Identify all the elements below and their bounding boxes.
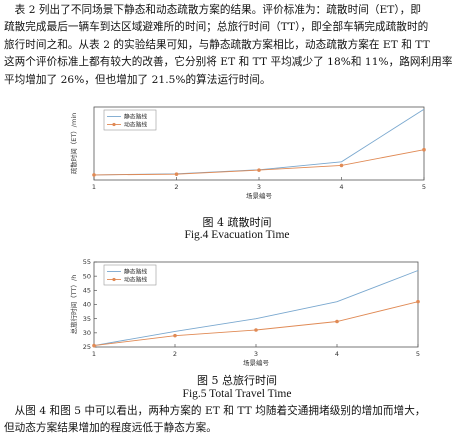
data-point [92,343,96,348]
paragraph-top: 表 2 列出了不同场景下静态和动态疏散方案的结果。评价标准为：疏散时间（ET），… [4,2,470,89]
x-axis-label: 场景编号 [243,358,270,367]
legend-box [103,109,157,131]
legend-marker [112,277,116,282]
x-tick-label: 1 [92,183,96,191]
data-point [422,147,426,152]
y-tick-label: 45 [83,287,91,295]
legend-box [103,264,157,286]
y-tick-label: 25 [83,343,91,351]
text-line: 表 2 列出了不同场景下静态和动态疏散方案的结果。评价标准为：疏散时间（ET），… [4,4,422,16]
x-tick-label: 2 [173,350,177,358]
legend-label: 静态路线 [124,268,147,276]
text-line: 但动态方案结果增加的程度远低于静态方案。 [4,422,217,435]
legend-label: 静态路线 [124,113,147,121]
x-tick-label: 4 [339,183,343,191]
x-tick-label: 3 [257,183,261,191]
x-tick-label: 1 [92,350,96,358]
data-point [257,168,261,172]
legend-label: 动态路线 [124,121,147,129]
figure5-caption-en: Fig.5 Total Travel Time [182,388,292,400]
y-axis-label: 疏散时间（ET）/min [69,113,78,175]
y-tick-label: 40 [83,301,91,309]
paragraph-bottom: 从图 4 和图 5 中可以看出，两种方案的 ET 和 TT 均随着交通拥堵级别的… [4,403,470,438]
data-point [174,172,179,176]
x-tick-label: 4 [335,350,339,358]
data-point [254,328,258,332]
data-point [335,319,339,324]
legend-marker [112,122,116,127]
series-line-dynamic [93,301,419,347]
figure4-caption-cn: 图 4 疏散时间 [202,216,272,229]
legend-label: 动态路线 [124,276,147,284]
text-line: 旅行时间之和。从表 2 的实验结果可知，与静态疏散方案相比，动态疏散方案在 ET… [4,38,430,51]
total-travel-time-chart: 1 2 3 4 525303540455055场景编号总旅行时间（TT）/h静态路线动态… [69,258,420,367]
data-point [339,163,344,168]
y-tick-label: 35 [83,315,91,323]
text-line: 平均增加了 26%，但也增加了 21.5%的算法运行时间。 [4,73,271,86]
data-point [92,173,96,177]
y-tick-label: 50 [83,272,91,280]
x-tick-label: 5 [422,183,426,191]
data-point [416,299,420,304]
figure4-caption-en: Fig.4 Evacuation Time [184,229,290,241]
series-line-static [93,270,419,347]
text-line: 疏散完成最后一辆车到达区域避难所的时间；总旅行时间（TT），即全部车辆完成疏散时… [4,21,429,34]
figure5-caption-cn: 图 5 总旅行时间 [197,374,277,387]
x-tick-label: 2 [174,183,178,191]
x-axis-label: 场景编号 [246,191,273,200]
x-tick-label: 5 [416,350,420,358]
text-line: 这两个评价标准上都有较大的改善，它分别将 ET 和 TT 平均减少了 18%和 … [4,56,453,69]
y-tick-label: 30 [83,329,91,337]
y-tick-label: 55 [83,258,91,266]
text-line: 从图 4 和图 5 中可以看出，两种方案的 ET 和 TT 均随着交通拥堵级别的… [4,405,426,417]
y-axis-label: 总旅行时间（TT）/h [69,275,78,335]
data-point [173,333,177,338]
x-tick-label: 3 [254,350,258,358]
